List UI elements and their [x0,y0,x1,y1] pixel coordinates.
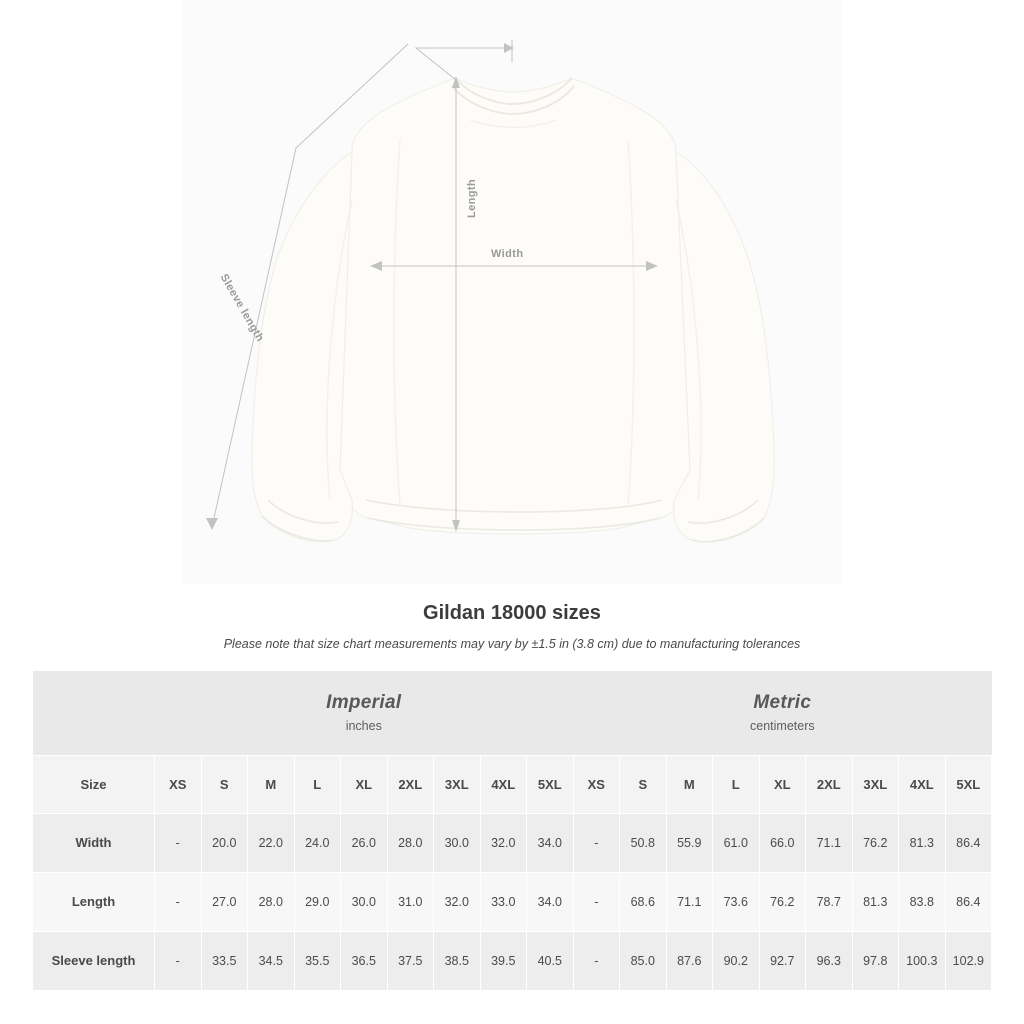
cell-width-imperial-s: 20.0 [200,812,248,873]
row-label-sleeve-length: Sleeve length [32,930,155,991]
col-header-metric-l: L [712,754,760,814]
cell-sleeve-metric-5xl: 102.9 [944,930,993,991]
cell-length-metric-5xl: 86.4 [944,871,993,932]
cell-sleeve-metric-l: 90.2 [712,930,760,991]
size-chart-table: Imperial inches Metric centimeters Size … [32,671,993,991]
width-label: Width [491,248,524,260]
system-imperial-name: Imperial [326,692,402,714]
chart-title: Gildan 18000 sizes [423,602,601,624]
cell-sleeve-metric-m: 87.6 [665,930,714,991]
col-header-metric-m: M [665,754,714,814]
col-header-metric-s: S [619,754,667,814]
cell-width-metric-m: 55.9 [665,812,714,873]
cell-width-metric-xl: 66.0 [758,812,807,873]
cell-width-metric-5xl: 86.4 [944,812,993,873]
cell-width-imperial-l: 24.0 [293,812,341,873]
cell-width-metric-l: 61.0 [712,812,760,873]
col-header-metric-xs: XS [572,754,621,814]
system-metric-unit: centimeters [750,719,815,734]
col-header-imperial-l: L [293,754,341,814]
garment-illustration: Length Width Sleeve length [206,40,775,543]
system-metric-name: Metric [753,692,812,714]
cell-length-metric-m: 71.1 [665,871,714,932]
cell-width-imperial-xl: 26.0 [340,812,388,873]
system-imperial: Imperial inches [154,671,574,755]
cell-sleeve-imperial-2xl: 37.5 [386,930,434,991]
cell-sleeve-imperial-m: 34.5 [247,930,295,991]
cell-length-metric-xl: 76.2 [758,871,807,932]
cell-length-imperial-s: 27.0 [200,871,248,932]
col-header-imperial-5xl: 5XL [526,754,574,814]
cell-length-imperial-xl: 30.0 [340,871,388,932]
col-header-imperial-s: S [200,754,248,814]
cell-sleeve-imperial-4xl: 39.5 [479,930,527,991]
cell-sleeve-metric-4xl: 100.3 [898,930,946,991]
row-label-width: Width [32,812,155,873]
cell-length-metric-4xl: 83.8 [898,871,946,932]
cell-length-imperial-2xl: 31.0 [386,871,434,932]
cell-sleeve-metric-3xl: 97.8 [851,930,900,991]
cell-sleeve-imperial-s: 33.5 [200,930,248,991]
length-label: Length [466,178,478,218]
cell-width-imperial-3xl: 30.0 [433,812,481,873]
col-header-metric-2xl: 2XL [805,754,853,814]
cell-sleeve-metric-2xl: 96.3 [805,930,853,991]
table-row: Width - 20.0 22.0 24.0 26.0 28.0 30.0 32… [32,812,993,873]
cell-sleeve-metric-xs: - [572,930,621,991]
system-corner-cell [32,671,155,755]
col-header-imperial-xl: XL [340,754,388,814]
cell-sleeve-imperial-l: 35.5 [293,930,341,991]
cell-width-metric-3xl: 76.2 [851,812,900,873]
cell-length-metric-2xl: 78.7 [805,871,853,932]
cell-length-metric-3xl: 81.3 [851,871,900,932]
cell-width-metric-4xl: 81.3 [898,812,946,873]
system-imperial-unit: inches [345,719,382,734]
system-metric: Metric centimeters [573,671,992,755]
col-header-imperial-xs: XS [154,754,202,814]
col-header-imperial-2xl: 2XL [386,754,434,814]
cell-length-metric-s: 68.6 [619,871,667,932]
row-label-length: Length [32,871,155,932]
cell-length-metric-l: 73.6 [712,871,760,932]
cell-width-imperial-m: 22.0 [247,812,295,873]
cell-width-metric-xs: - [572,812,621,873]
cell-sleeve-imperial-5xl: 40.5 [526,930,574,991]
cell-sleeve-imperial-3xl: 38.5 [433,930,481,991]
cell-length-imperial-4xl: 33.0 [479,871,527,932]
cell-length-imperial-3xl: 32.0 [433,871,481,932]
size-header: Size [32,754,155,814]
cell-width-imperial-2xl: 28.0 [386,812,434,873]
cell-length-imperial-5xl: 34.0 [526,871,574,932]
cell-sleeve-imperial-xs: - [154,930,202,991]
cell-sleeve-metric-xl: 92.7 [758,930,807,991]
table-row: Sleeve length - 33.5 34.5 35.5 36.5 37.5… [32,930,993,991]
measurement-system-row: Imperial inches Metric centimeters [32,671,992,755]
cell-sleeve-imperial-xl: 36.5 [340,930,388,991]
col-header-imperial-3xl: 3XL [433,754,481,814]
col-header-imperial-m: M [247,754,295,814]
table-row: Length - 27.0 28.0 29.0 30.0 31.0 32.0 3… [32,871,993,932]
chart-subtitle: Please note that size chart measurements… [223,637,801,651]
table-header-row: Size XS S M L XL 2XL 3XL 4XL 5XL XS S M … [32,754,993,814]
sweatshirt-graphic [206,40,775,543]
cell-width-imperial-4xl: 32.0 [479,812,527,873]
cell-width-imperial-xs: - [154,812,202,873]
col-header-metric-4xl: 4XL [898,754,946,814]
col-header-metric-3xl: 3XL [851,754,900,814]
cell-width-metric-s: 50.8 [619,812,667,873]
cell-length-imperial-m: 28.0 [247,871,295,932]
col-header-imperial-4xl: 4XL [479,754,527,814]
cell-width-imperial-5xl: 34.0 [526,812,574,873]
col-header-metric-xl: XL [758,754,807,814]
cell-length-metric-xs: - [572,871,621,932]
cell-length-imperial-l: 29.0 [293,871,341,932]
cell-sleeve-metric-s: 85.0 [619,930,667,991]
cell-width-metric-2xl: 71.1 [805,812,853,873]
col-header-metric-5xl: 5XL [944,754,993,814]
cell-length-imperial-xs: - [154,871,202,932]
